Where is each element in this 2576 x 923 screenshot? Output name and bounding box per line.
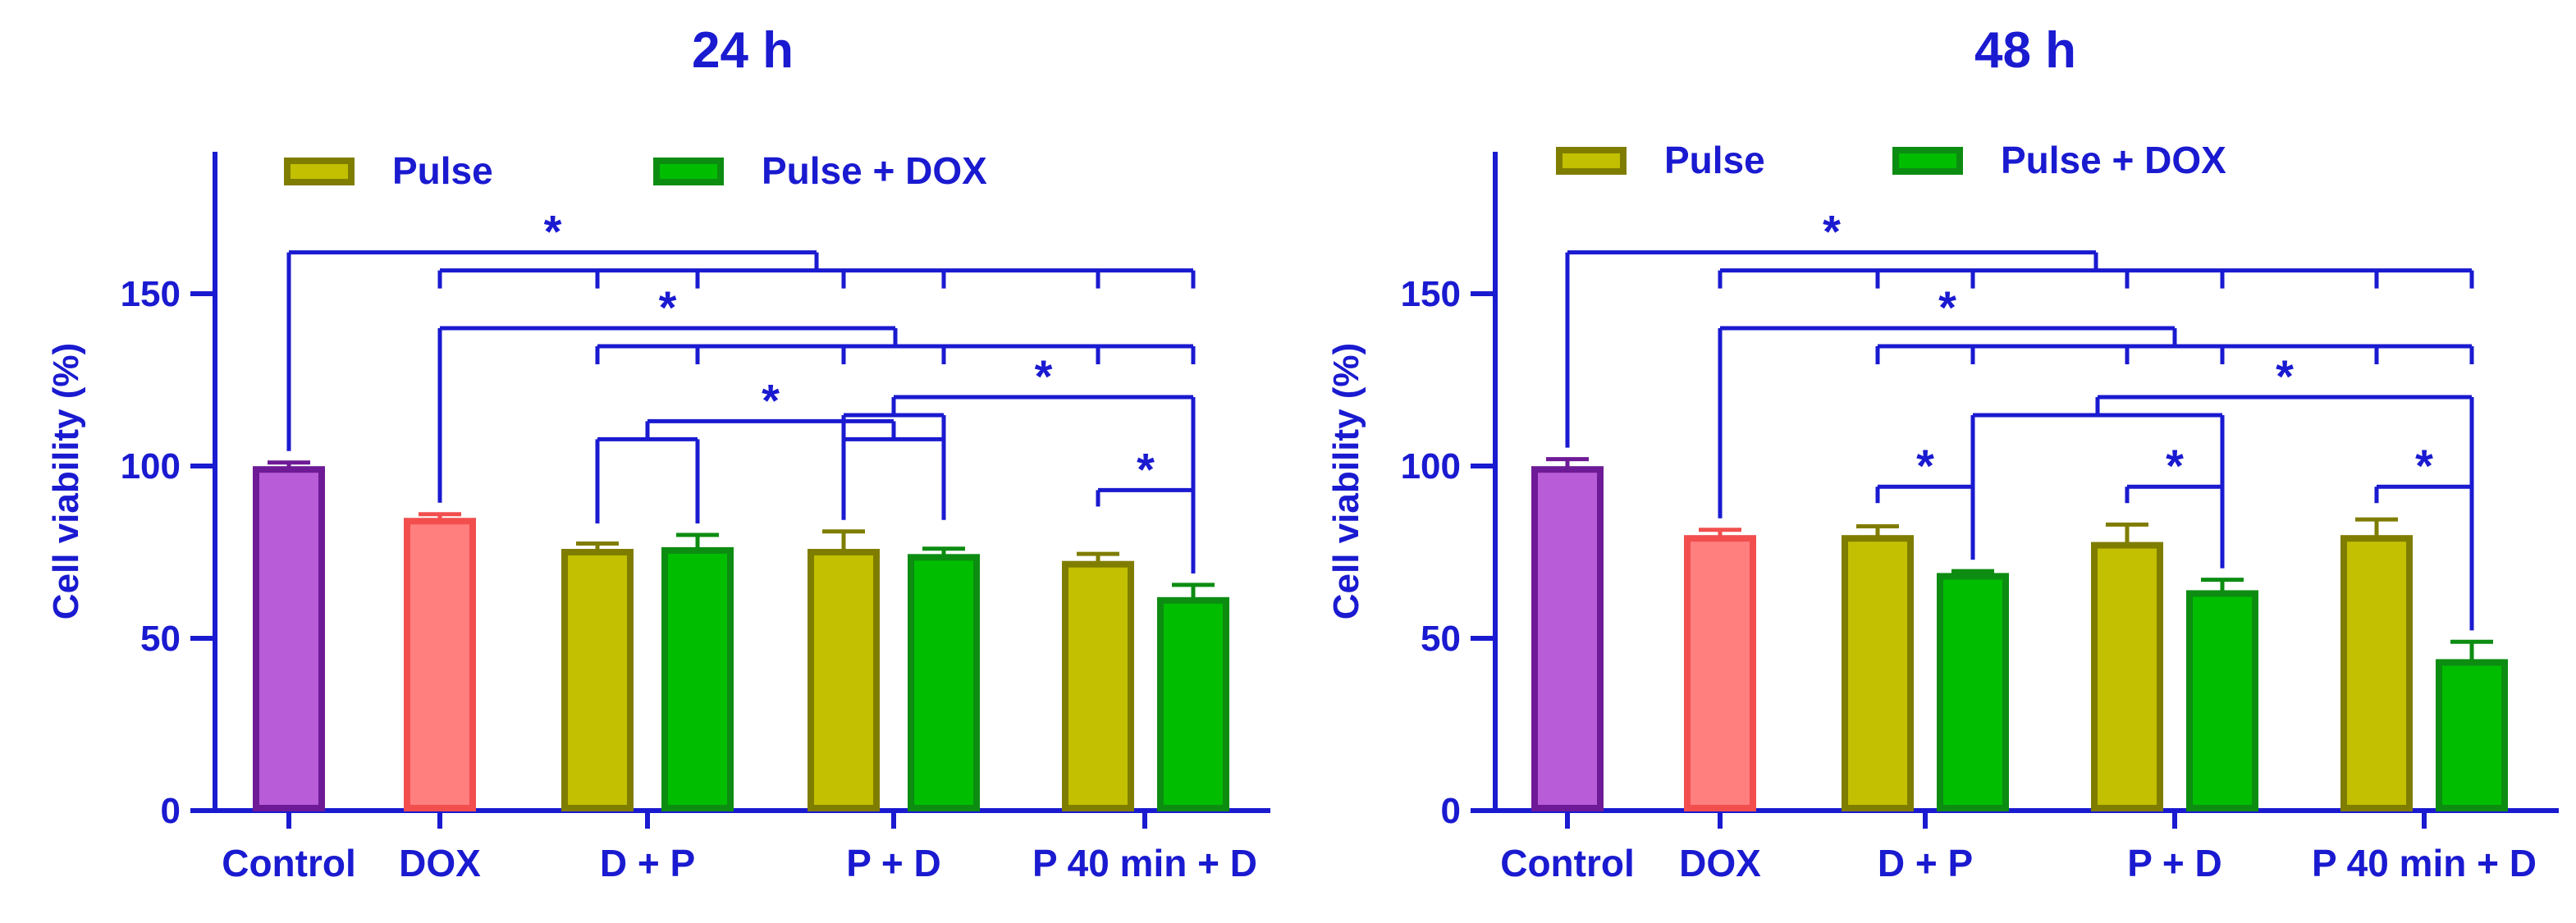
significance-label: *: [2166, 440, 2184, 491]
bar: [1937, 573, 2009, 812]
chart-title: 48 h: [1974, 22, 2076, 79]
bar: [2186, 590, 2258, 812]
significance-label: *: [1035, 350, 1053, 402]
y-tick-label: 0: [161, 791, 181, 831]
legend-label: Pulse: [1664, 139, 1765, 181]
bar: [1531, 466, 1604, 811]
x-tick-label: Control: [222, 842, 356, 884]
significance-label: *: [1823, 206, 1841, 258]
significance-label: *: [2276, 350, 2294, 402]
bar: [1062, 560, 1134, 811]
y-tick-label: 150: [121, 274, 181, 314]
y-tick-label: 0: [1441, 791, 1461, 831]
bar: [2436, 659, 2508, 812]
x-tick-label: P 40 min + D: [1032, 842, 1257, 884]
y-tick-label: 50: [1421, 619, 1461, 659]
x-tick-label: P + D: [2127, 842, 2222, 884]
x-tick-label: DOX: [399, 842, 481, 884]
legend-swatch: [1556, 147, 1627, 175]
y-axis-label: Cell viability (%): [46, 343, 86, 619]
y-tick-label: 150: [1401, 274, 1461, 314]
bar: [404, 518, 476, 811]
significance-label: *: [544, 206, 562, 258]
y-tick-label: 100: [121, 446, 181, 487]
y-tick-label: 50: [140, 619, 181, 659]
significance-label: *: [1916, 440, 1934, 491]
significance-label: *: [659, 281, 677, 333]
significance-label: *: [762, 374, 780, 426]
bar: [808, 549, 880, 811]
bar: [661, 546, 734, 812]
bar: [2340, 535, 2413, 811]
bar: [1684, 535, 1756, 811]
y-tick-label: 100: [1401, 446, 1461, 487]
x-tick-label: DOX: [1679, 842, 1761, 884]
bar: [908, 554, 980, 811]
y-axis-label: Cell viability (%): [1326, 343, 1366, 619]
legend-swatch: [1892, 147, 1963, 175]
bar: [2091, 541, 2163, 811]
legend-label: Pulse: [392, 149, 493, 192]
legend-swatch: [284, 158, 355, 185]
legend-label: Pulse + DOX: [2001, 139, 2226, 181]
bar: [253, 466, 325, 811]
x-tick-label: P 40 min + D: [2312, 842, 2537, 884]
x-tick-label: D + P: [1878, 842, 1973, 884]
legend-label: Pulse + DOX: [762, 149, 987, 192]
chart-panel-1: 24 h Cell viability (%) 0 50 100 150 Control DO…: [46, 22, 1270, 884]
significance-label: *: [1137, 443, 1155, 495]
significance-label: *: [2415, 440, 2433, 491]
bar: [1842, 535, 1914, 811]
legend-swatch: [653, 158, 724, 185]
chart-title: 24 h: [692, 22, 794, 79]
x-tick-label: P + D: [846, 842, 941, 884]
chart-panel-2: 48 h Cell viability (%) 0 50 100 150 Control DO…: [1326, 22, 2559, 884]
bar: [561, 549, 634, 811]
bar: [1157, 596, 1229, 811]
significance-label: *: [1938, 281, 1956, 333]
x-tick-label: Control: [1500, 842, 1635, 884]
x-tick-label: D + P: [600, 842, 695, 884]
